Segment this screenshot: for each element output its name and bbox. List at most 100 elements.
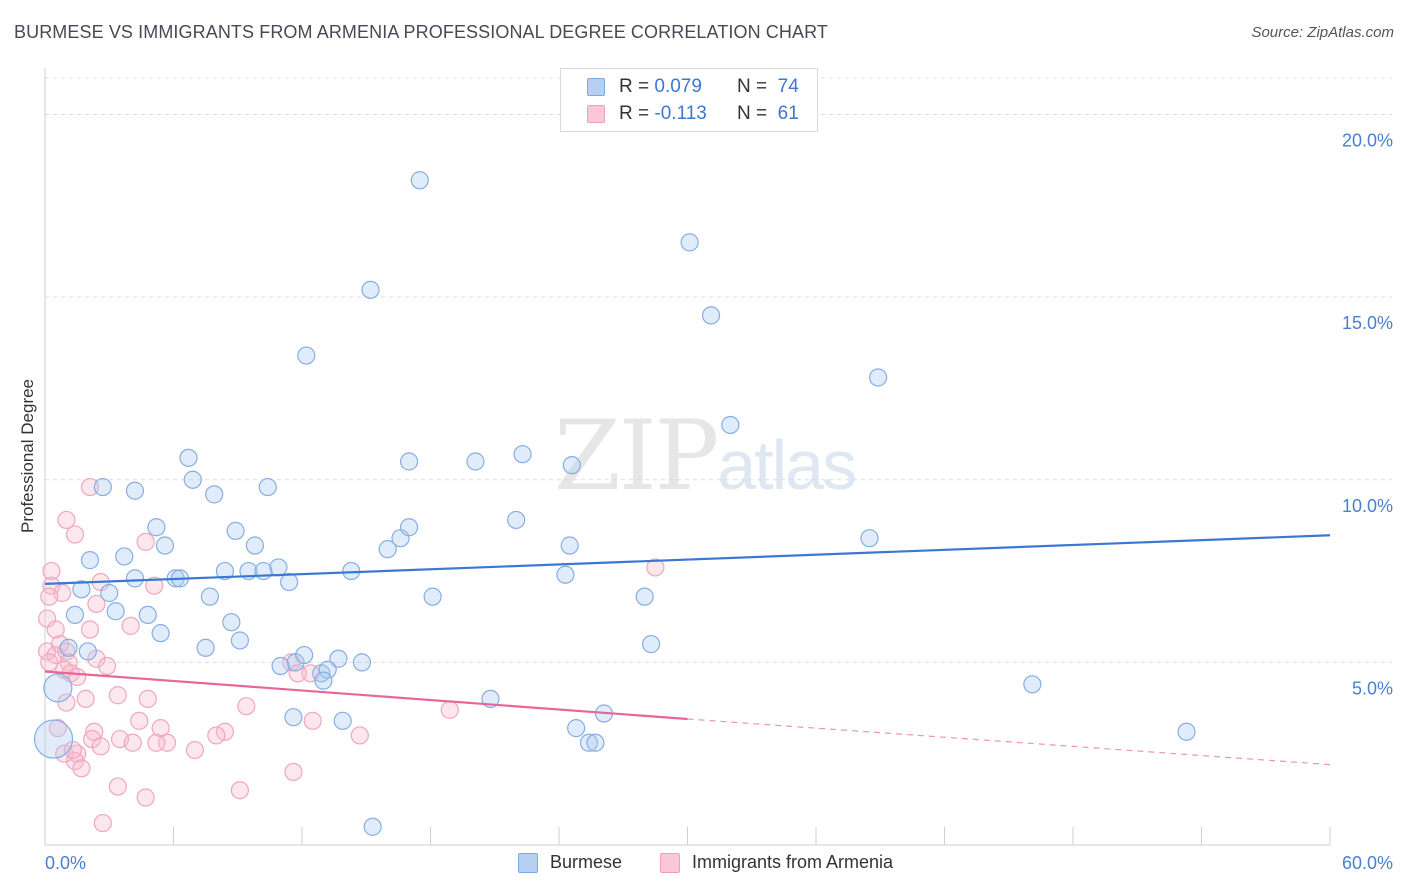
- burmese-point: [205, 485, 224, 504]
- burmese-point: [183, 470, 202, 489]
- legend-r-value: -0.113: [654, 103, 707, 124]
- armenia-point: [207, 726, 226, 745]
- armenia-trend-extension: [687, 718, 1331, 766]
- burmese-point: [222, 613, 241, 632]
- burmese-point: [100, 583, 119, 603]
- burmese-point: [567, 719, 586, 738]
- burmese-point: [410, 171, 429, 190]
- armenia-point: [48, 719, 67, 738]
- armenia-point: [108, 686, 127, 705]
- x-tick-label: 0.0%: [45, 853, 86, 873]
- trend-lines: [44, 534, 1331, 766]
- burmese-point: [245, 536, 264, 555]
- legend-item-armenia[interactable]: Immigrants from Armenia: [660, 852, 893, 873]
- burmese-point: [352, 653, 372, 672]
- burmese-point: [1177, 722, 1196, 741]
- burmese-point: [93, 477, 112, 497]
- armenia-point: [98, 656, 117, 676]
- armenia-point: [40, 587, 59, 606]
- burmese-point: [78, 642, 97, 661]
- armenia-point: [76, 689, 95, 709]
- armenia-point: [108, 777, 127, 796]
- armenia-point: [123, 733, 142, 752]
- burmese-point: [318, 660, 337, 679]
- burmese-point: [65, 605, 85, 625]
- legend-r-label: R =: [619, 76, 650, 97]
- burmese-point: [701, 306, 721, 325]
- armenia-point: [147, 733, 166, 752]
- burmese-point: [215, 561, 234, 581]
- armenia-point: [40, 653, 59, 672]
- armenia-point: [87, 594, 106, 614]
- burmese-point: [314, 671, 333, 690]
- series-legend: Burmese Immigrants from Armenia: [0, 850, 1406, 880]
- burmese-point: [680, 233, 699, 252]
- legend-n-value: 74: [777, 76, 799, 97]
- burmese-point: [363, 817, 382, 836]
- armenia-point: [130, 711, 149, 730]
- legend-item-burmese[interactable]: Burmese: [518, 852, 622, 873]
- burmese-point: [513, 445, 532, 464]
- burmese-point: [635, 587, 654, 606]
- correlation-legend: R = 0.079 N = 74 R = -0.113 N = 61: [560, 68, 818, 132]
- legend-n-value: 61: [777, 103, 799, 124]
- armenia-point: [288, 664, 307, 683]
- armenia-point: [284, 762, 303, 782]
- armenia-point: [80, 620, 100, 639]
- burmese-point: [423, 587, 442, 606]
- burmese-point: [151, 624, 170, 643]
- y-tick-labels: 5.0% 10.0% 15.0% 20.0%: [1342, 131, 1393, 699]
- armenia-point: [157, 733, 177, 752]
- x-tick-label: 60.0%: [1342, 853, 1393, 873]
- burmese-point: [869, 368, 888, 387]
- armenia-point: [237, 697, 256, 716]
- burmese-point: [466, 452, 485, 471]
- chart-title: BURMESE VS IMMIGRANTS FROM ARMENIA PROFE…: [14, 22, 828, 42]
- armenia-point: [138, 689, 157, 709]
- armenia-point: [42, 576, 61, 595]
- armenia-point: [646, 558, 665, 577]
- burmese-point: [125, 569, 145, 588]
- burmese-point: [147, 518, 166, 537]
- y-tick-label: 5.0%: [1352, 678, 1393, 698]
- burmese-point: [138, 605, 157, 625]
- y-tick-label: 10.0%: [1342, 496, 1393, 516]
- x-ticks: 0.0% 60.0%: [44, 827, 1393, 873]
- y-tick-label: 20.0%: [1342, 131, 1393, 151]
- armenia-point: [93, 813, 112, 833]
- burmese-point: [507, 510, 526, 530]
- armenia-point: [136, 788, 155, 807]
- burmese-point: [125, 481, 145, 500]
- burmese-point: [297, 346, 316, 365]
- axes: [44, 68, 1330, 846]
- armenia-point: [350, 726, 369, 745]
- watermark: ZIPatlas: [554, 400, 857, 512]
- armenia-point: [230, 781, 249, 800]
- burmese-point: [721, 415, 740, 435]
- armenia-point: [65, 525, 85, 544]
- burmese-point: [196, 638, 215, 657]
- burmese-point: [562, 456, 581, 475]
- armenia-point: [91, 737, 110, 756]
- burmese-point: [556, 565, 575, 584]
- burmese-point: [258, 477, 277, 497]
- burmese-point: [43, 673, 73, 703]
- burmese-point: [155, 536, 175, 555]
- burmese-point: [329, 649, 348, 668]
- burmese-point: [230, 631, 249, 650]
- burmese-point: [579, 733, 599, 752]
- legend-label-burmese: Burmese: [550, 852, 623, 872]
- burmese-swatch: [518, 852, 538, 873]
- armenia-trend-line: [44, 670, 688, 721]
- y-tick-label: 15.0%: [1342, 313, 1393, 333]
- burmese-point: [106, 602, 125, 621]
- burmese-point: [269, 558, 288, 577]
- armenia-points: [38, 477, 665, 833]
- burmese-point: [72, 580, 91, 599]
- burmese-point: [59, 638, 78, 657]
- burmese-point: [115, 547, 134, 566]
- armenia-swatch: [660, 852, 680, 873]
- legend-r-label: R =: [619, 103, 650, 124]
- burmese-point: [254, 561, 273, 581]
- armenia-point: [65, 751, 85, 771]
